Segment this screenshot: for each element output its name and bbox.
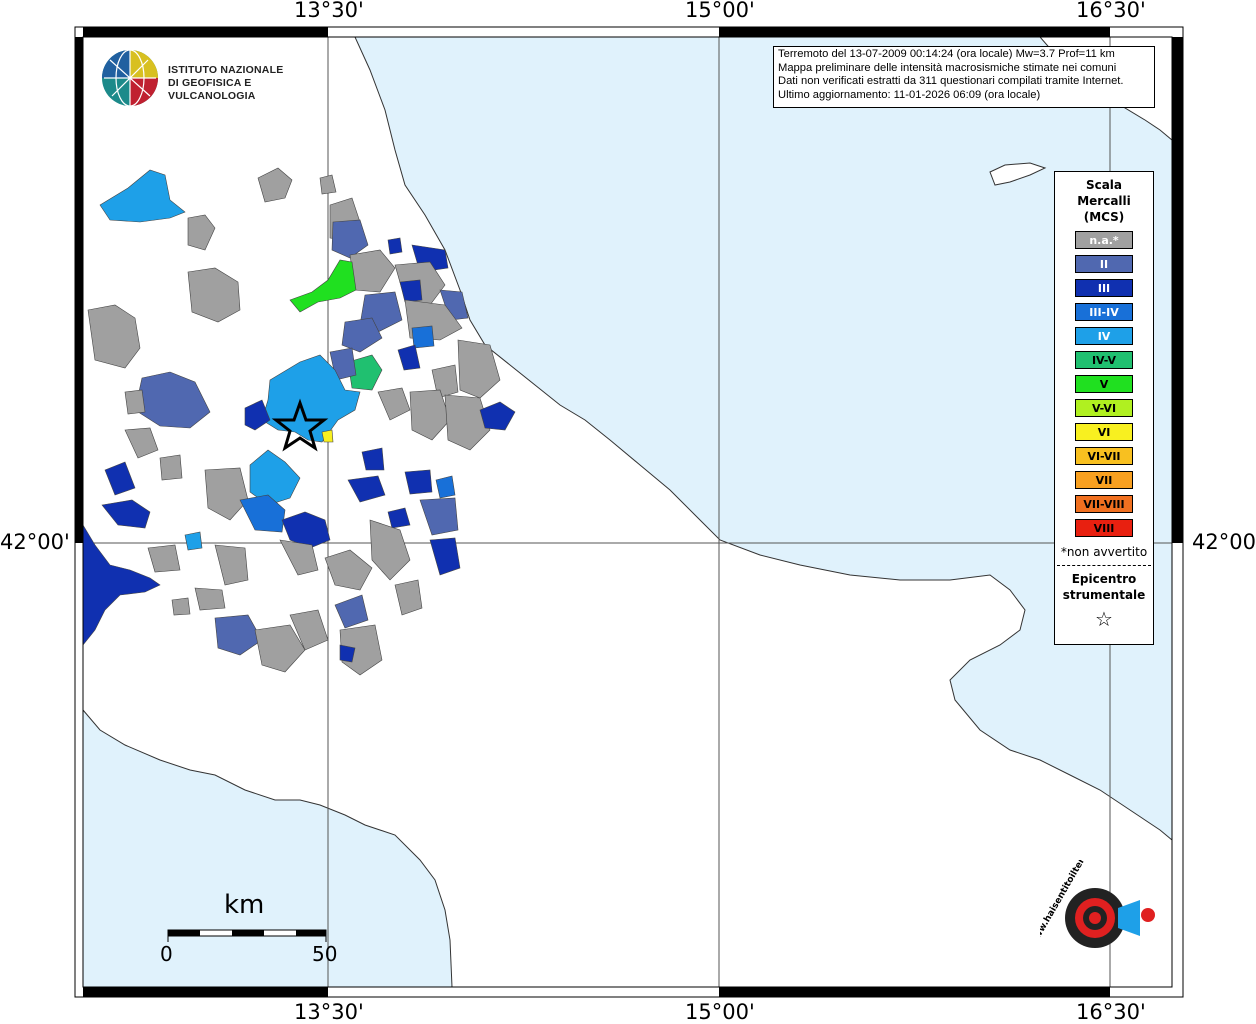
- info-line3: Dati non verificati estratti da 311 ques…: [778, 75, 1124, 88]
- coord-top-2: 15°00': [685, 0, 755, 22]
- coord-left: 42°00': [0, 530, 70, 554]
- legend-swatch: VI-VII: [1075, 447, 1133, 465]
- info-line4: Ultimo aggiornamento: 11-01-2026 06:09 (…: [778, 88, 1041, 101]
- scale-unit: km: [224, 890, 265, 920]
- coord-top-1: 13°30': [294, 0, 364, 22]
- info-line1: Terremoto del 13-07-2009 00:14:24 (ora l…: [778, 48, 1115, 60]
- institute-line1: ISTITUTO NAZIONALE: [168, 64, 284, 76]
- legend: Scala Mercalli (MCS) n.a.* II III III-IV IV I…: [1054, 171, 1154, 645]
- legend-swatch: IV-V: [1075, 351, 1133, 369]
- coord-bottom-2: 15°00': [685, 1000, 755, 1024]
- coord-top-3: 16°30': [1076, 0, 1146, 22]
- coord-right: 42°00': [1192, 530, 1256, 554]
- epicenter-legend-star-icon: ☆: [1095, 607, 1113, 631]
- tyrrhenian-sea: [82, 708, 453, 988]
- municipalities: [82, 167, 516, 676]
- legend-swatch: V: [1075, 375, 1133, 393]
- legend-swatch: II: [1075, 255, 1133, 273]
- scale-end: 50: [312, 942, 338, 966]
- scale-labels: km 0 50: [160, 890, 350, 970]
- institute-line2: DI GEOFISICA E VULCANOLOGIA: [168, 77, 256, 102]
- legend-swatch: VII-VIII: [1075, 495, 1133, 513]
- legend-swatch: VIII: [1075, 519, 1133, 537]
- legend-swatch: VII: [1075, 471, 1133, 489]
- legend-swatch: n.a.*: [1075, 231, 1133, 249]
- coord-bottom-1: 13°30': [294, 1000, 364, 1024]
- epicenter-label1: Epicentro: [1071, 572, 1137, 586]
- island: [989, 162, 1047, 186]
- coord-bottom-3: 16°30': [1076, 1000, 1146, 1024]
- globe-icon: [102, 49, 158, 107]
- ingv-logo: ISTITUTO NAZIONALE DI GEOFISICA E VULCAN…: [100, 48, 320, 108]
- scale-start: 0: [160, 942, 173, 966]
- legend-title3: (MCS): [1083, 210, 1125, 224]
- legend-swatch: VI: [1075, 423, 1133, 441]
- legend-note: *non avvertito: [1060, 545, 1148, 559]
- legend-title1: Scala: [1085, 178, 1123, 192]
- legend-swatch: IV: [1075, 327, 1133, 345]
- info-line2: Mappa preliminare delle intensità macros…: [778, 61, 1117, 74]
- legend-swatch: V-VI: [1075, 399, 1133, 417]
- scale-bar: [167, 929, 327, 942]
- legend-divider: [1057, 565, 1151, 566]
- haisentito-logo: www.haisentitoilterremoto.it: [1040, 860, 1155, 948]
- epicenter-label2: strumentale: [1062, 588, 1146, 602]
- map-frame: [74, 26, 1184, 998]
- epicenter-star: [271, 398, 329, 452]
- legend-title2: Mercalli: [1077, 194, 1131, 208]
- legend-swatch: III: [1075, 279, 1133, 297]
- info-box: Terremoto del 13-07-2009 00:14:24 (ora l…: [773, 46, 1155, 108]
- legend-swatch: III-IV: [1075, 303, 1133, 321]
- legend-items: n.a.* II III III-IV IV IV-V V V-VI VI VI-VII VII VI…: [1055, 231, 1153, 537]
